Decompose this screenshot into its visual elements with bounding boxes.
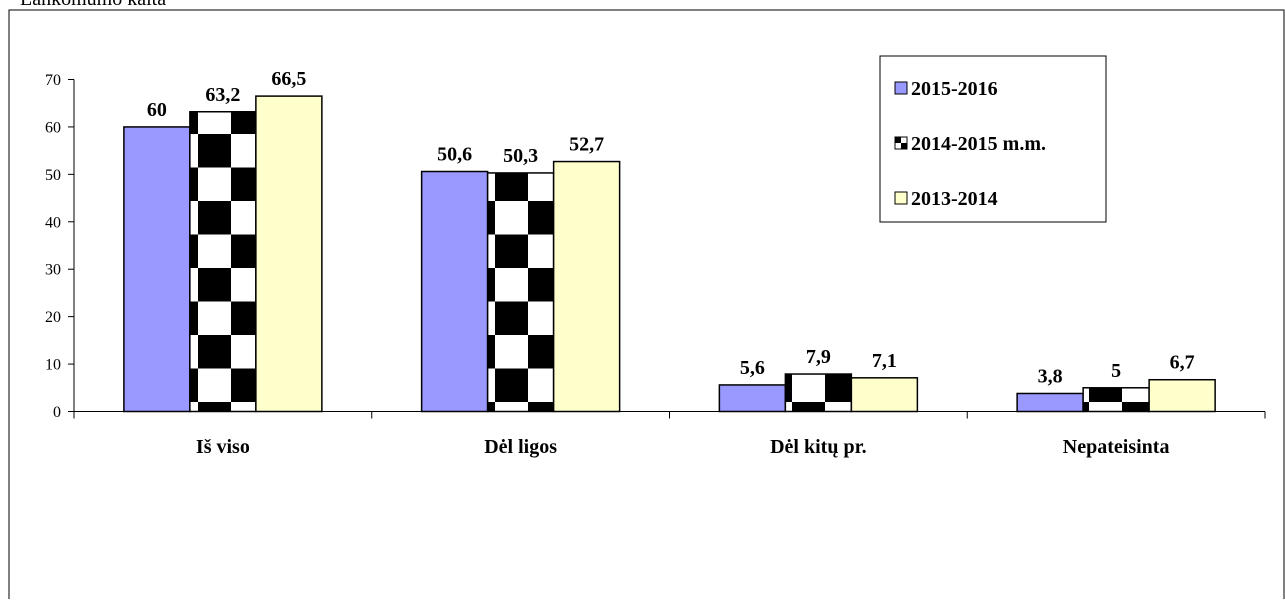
bar (850, 377, 919, 413)
x-axis: Iš viso Dėl ligos Dėl kitų pr. Nepateisinta (73, 411, 1266, 458)
bar (718, 384, 787, 413)
data-label: 5 (1111, 360, 1121, 382)
data-label: 52,7 (569, 134, 604, 156)
x-tick-label: Dėl kitų pr. (770, 436, 867, 458)
y-tick-label: 0 (53, 404, 61, 421)
y-tick-label: 60 (45, 119, 61, 136)
y-tick-label: 20 (45, 309, 61, 326)
bar (189, 111, 257, 413)
legend-label: 2014-2015 m.m. (911, 133, 1046, 155)
y-axis: 0 10 20 30 40 50 60 70 (45, 72, 75, 421)
bar (420, 170, 489, 413)
data-label: 3,8 (1038, 365, 1063, 387)
x-tick-label: Dėl ligos (484, 436, 557, 458)
legend-swatch (894, 191, 908, 205)
bar (486, 172, 555, 413)
bar (1016, 392, 1084, 413)
bar (1148, 378, 1216, 413)
data-label: 66,5 (271, 68, 306, 90)
legend: 2015-2016 2014-2015 m.m. 2013-2014 (879, 55, 1107, 223)
data-label: 6,7 (1170, 352, 1195, 374)
data-label: 60 (147, 99, 167, 121)
bar (255, 95, 323, 413)
data-label: 7,1 (872, 350, 897, 372)
bar (552, 160, 621, 413)
data-label: 7,9 (806, 346, 831, 368)
bar (123, 126, 191, 413)
y-tick-label: 70 (45, 72, 61, 89)
legend-swatch (894, 136, 908, 150)
bars: 60 63,2 66,5 50,6 50,3 52,7 5,6 7,9 7,1 3,8 5 6,7 (123, 68, 1216, 413)
data-label: 63,2 (205, 84, 240, 106)
x-tick-label: Nepateisinta (1063, 436, 1170, 458)
y-tick-label: 10 (45, 357, 61, 374)
bar (1082, 387, 1150, 413)
data-label: 50,3 (503, 145, 538, 167)
data-label: 50,6 (437, 144, 472, 166)
chart-frame (8, 9, 1285, 604)
y-tick-label: 30 (45, 262, 61, 279)
data-label: 5,6 (740, 357, 765, 379)
legend-label: 2013-2014 (911, 188, 998, 210)
x-tick-label: Iš viso (196, 436, 250, 458)
chart-caption: Lankomumo kaita (20, 0, 166, 11)
legend-box (879, 55, 1107, 223)
y-tick-label: 50 (45, 167, 61, 184)
legend-swatch (894, 81, 908, 95)
y-tick-label: 40 (45, 214, 61, 231)
legend-label: 2015-2016 (911, 78, 998, 100)
bar (784, 373, 853, 413)
